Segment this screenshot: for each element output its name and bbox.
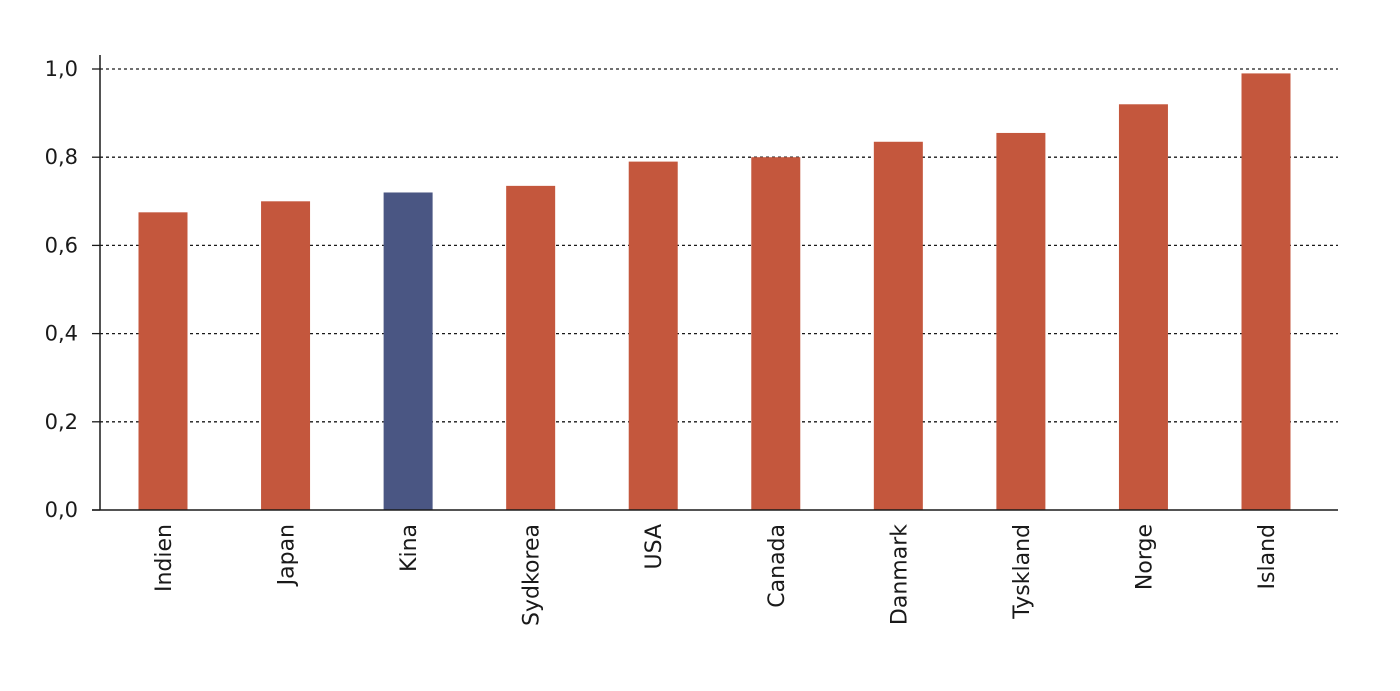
bar-tyskland bbox=[996, 132, 1046, 510]
y-tick-label: 0,0 bbox=[45, 498, 78, 522]
x-tick-label: Sydkorea bbox=[520, 524, 545, 626]
bar-sydkorea bbox=[506, 185, 556, 511]
bar-canada bbox=[751, 157, 801, 510]
bar-island bbox=[1241, 73, 1291, 510]
x-tick-label: Tyskland bbox=[1010, 524, 1035, 620]
bar-kina bbox=[383, 192, 433, 511]
x-tick-label: USA bbox=[642, 524, 667, 570]
x-tick-label: Canada bbox=[765, 524, 790, 608]
bar-usa bbox=[628, 161, 678, 511]
bar-danmark bbox=[873, 141, 923, 510]
y-tick-labels: 0,0 0,2 0,4 0,6 0,8 1,0 bbox=[45, 57, 78, 522]
y-tick-label: 1,0 bbox=[45, 57, 78, 81]
y-tick-label: 0,6 bbox=[45, 233, 78, 257]
axes bbox=[92, 55, 1338, 511]
y-tick-label: 0,4 bbox=[45, 322, 78, 346]
x-tick-labels: Indien Japan Kina Sydkorea USA Canada Danmark T… bbox=[152, 524, 1280, 626]
y-tick-label: 0,8 bbox=[45, 145, 78, 169]
x-tick-label: Island bbox=[1255, 524, 1280, 589]
x-tick-label: Norge bbox=[1132, 524, 1157, 590]
y-tick-label: 0,2 bbox=[45, 410, 78, 434]
x-tick-label: Japan bbox=[275, 524, 300, 587]
x-tick-label: Danmark bbox=[887, 524, 912, 625]
x-tick-label: Indien bbox=[152, 524, 177, 592]
bar-norge bbox=[1118, 104, 1168, 510]
bars bbox=[138, 73, 1291, 511]
x-tick-label: Kina bbox=[397, 524, 422, 572]
bar-japan bbox=[261, 201, 311, 511]
bar-indien bbox=[138, 212, 188, 510]
